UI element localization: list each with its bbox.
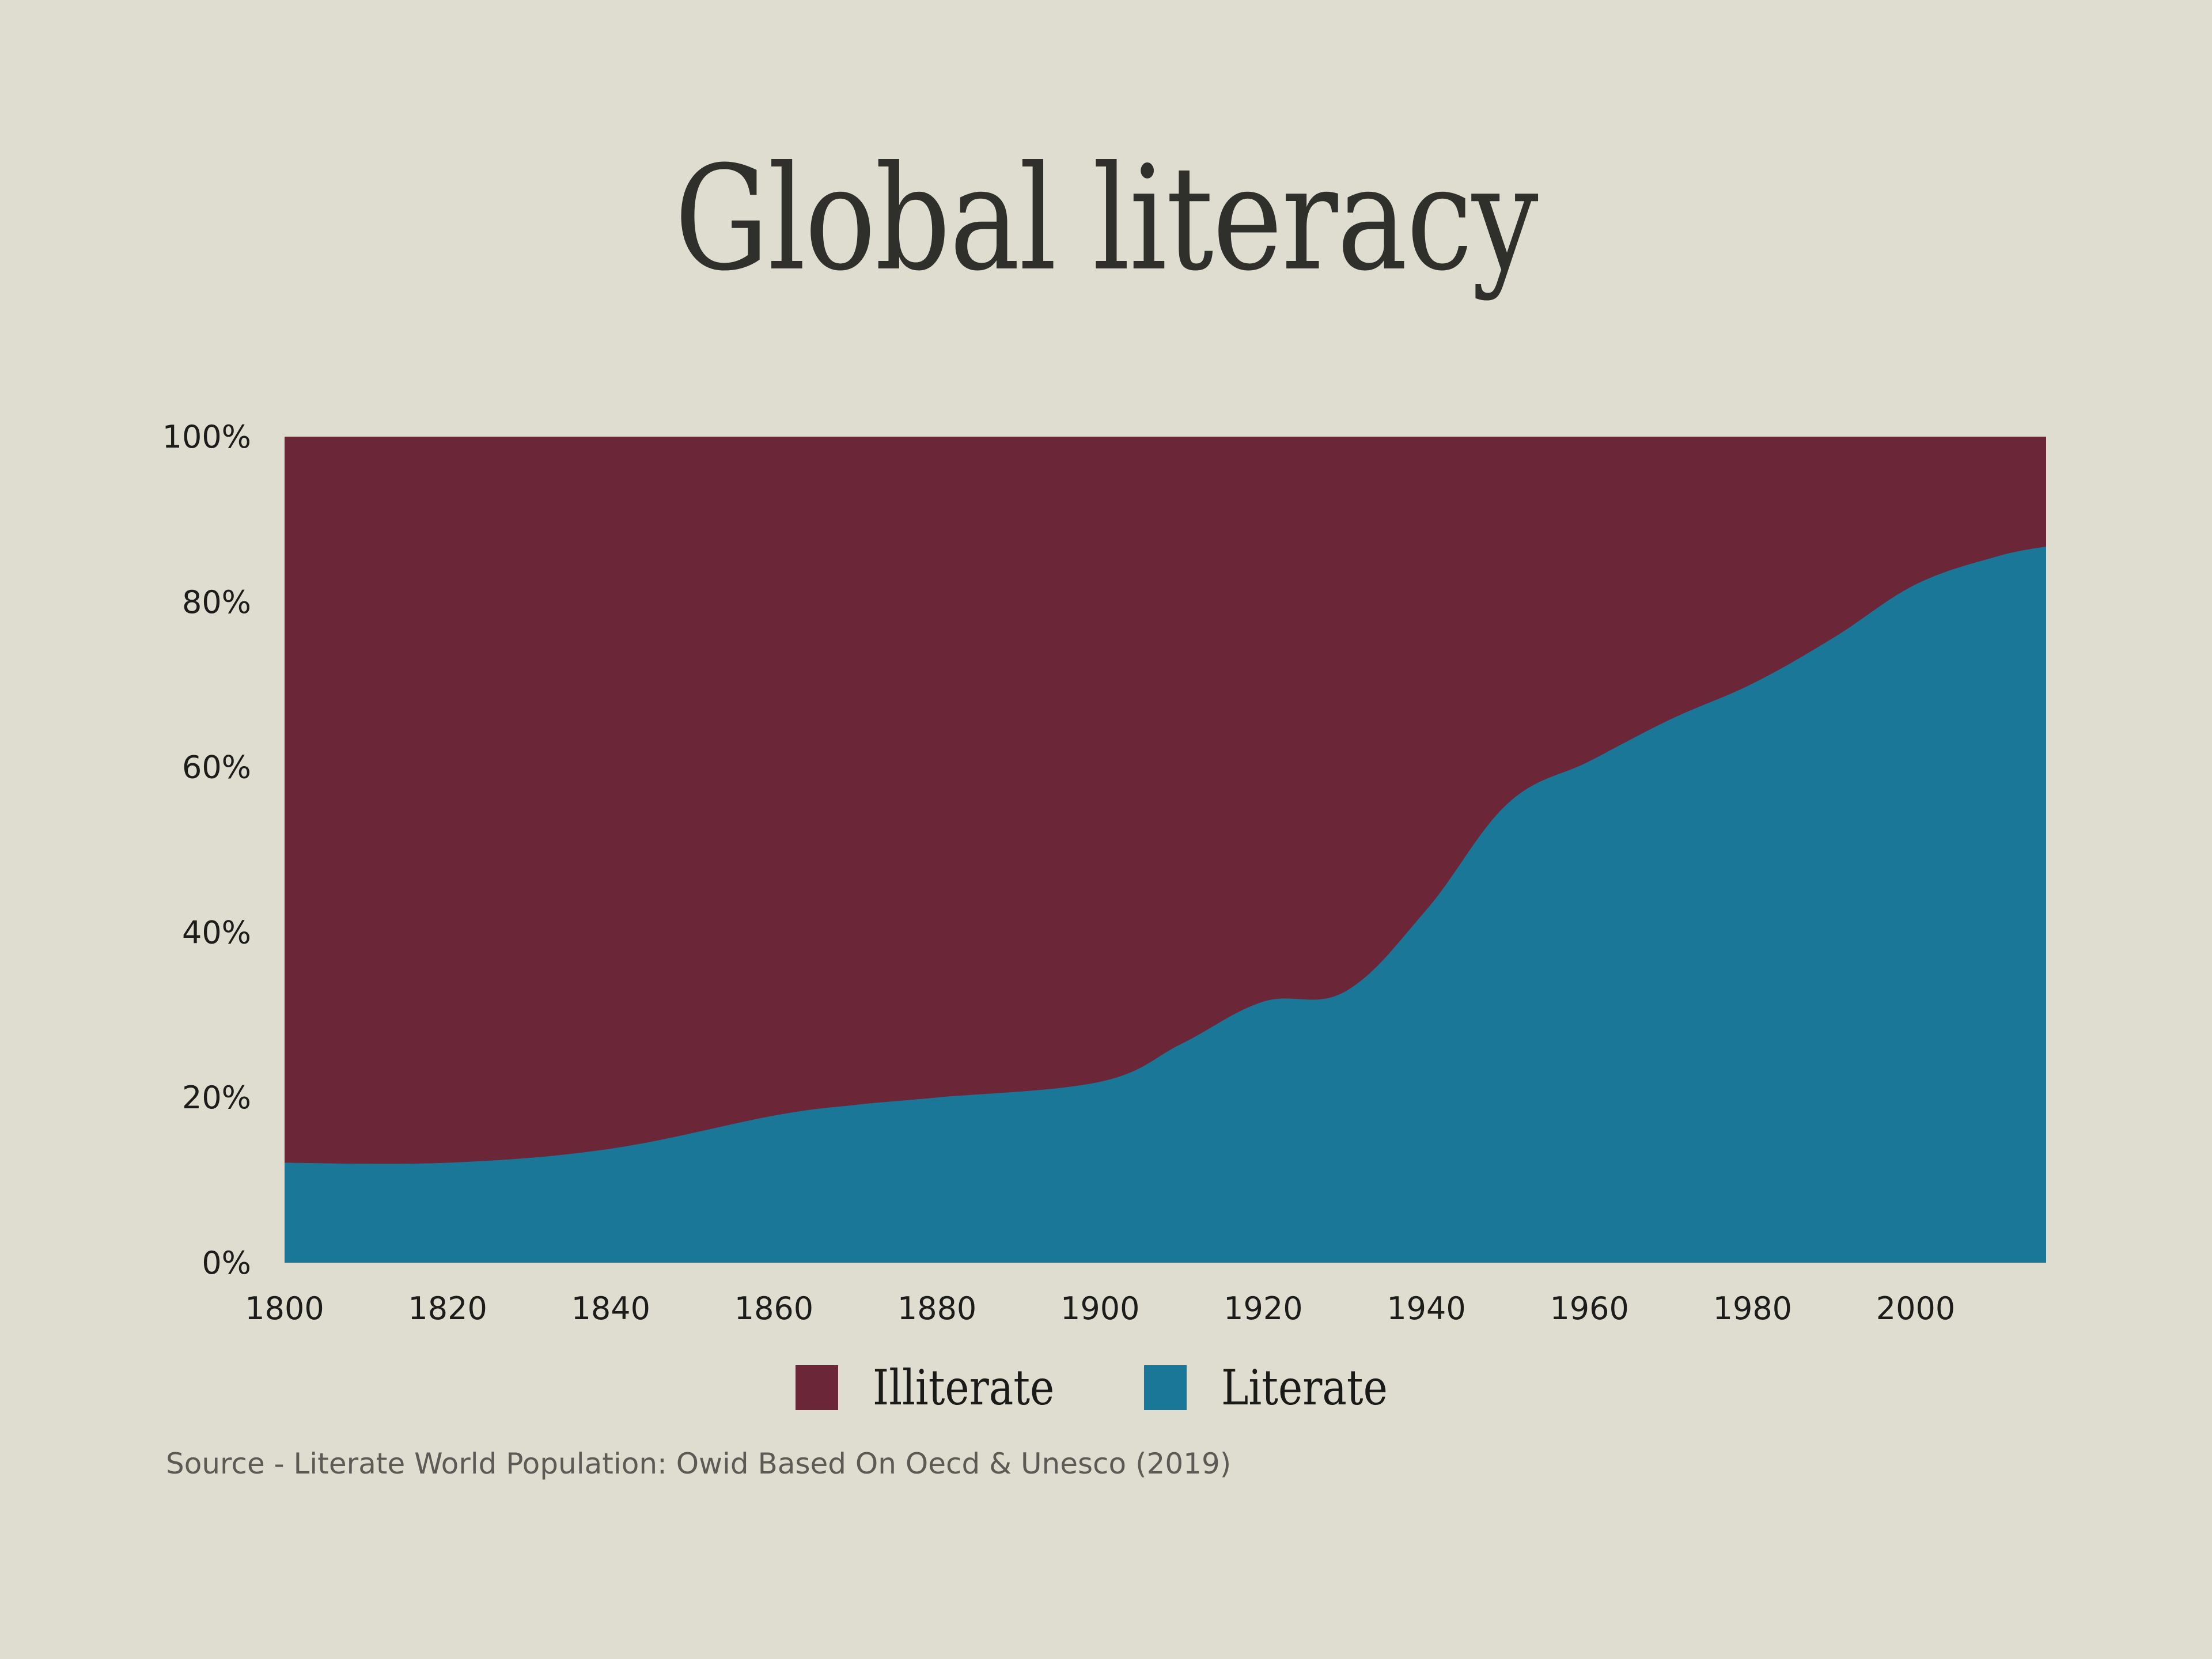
plot-area	[285, 437, 2046, 1263]
y-tick-label: 80%	[182, 584, 251, 620]
area-literate	[285, 546, 2046, 1263]
y-tick-label: 60%	[182, 749, 251, 786]
x-tick-label: 1900	[1060, 1290, 1139, 1327]
legend-swatch-literate	[1143, 1365, 1187, 1410]
x-tick-label: 1920	[1224, 1290, 1302, 1327]
y-tick-label: 100%	[162, 419, 251, 455]
legend-item-illiterate: Illiterate	[795, 1359, 1086, 1416]
x-tick-label: 1840	[571, 1290, 650, 1327]
x-tick-label: 1800	[245, 1290, 324, 1327]
source-note: Source - Literate World Population: Owid…	[166, 1447, 1232, 1480]
y-tick-label: 20%	[182, 1080, 251, 1116]
legend-label-illiterate: Illiterate	[872, 1359, 1054, 1416]
legend-item-literate: Literate	[1143, 1359, 1417, 1416]
legend-label-literate: Literate	[1221, 1359, 1388, 1416]
x-tick-label: 1940	[1387, 1290, 1465, 1327]
x-tick-label: 2000	[1876, 1290, 1955, 1327]
x-axis: 1800 1820 1840 1860 1880 1900 1920 1940 1960 1980…	[245, 1290, 1955, 1327]
chart-title: Global literacy	[675, 135, 1539, 302]
y-axis: 0% 20% 40% 60% 80% 100%	[162, 419, 251, 1281]
y-tick-label: 40%	[182, 914, 251, 950]
x-tick-label: 1880	[897, 1290, 976, 1327]
legend-swatch-illiterate	[795, 1365, 838, 1410]
x-tick-label: 1960	[1550, 1290, 1628, 1327]
legend: Illiterate Literate	[0, 1359, 2212, 1416]
y-tick-label: 0%	[202, 1245, 251, 1281]
x-tick-label: 1980	[1713, 1290, 1792, 1327]
x-tick-label: 1860	[734, 1290, 813, 1327]
x-tick-label: 1820	[408, 1290, 487, 1327]
